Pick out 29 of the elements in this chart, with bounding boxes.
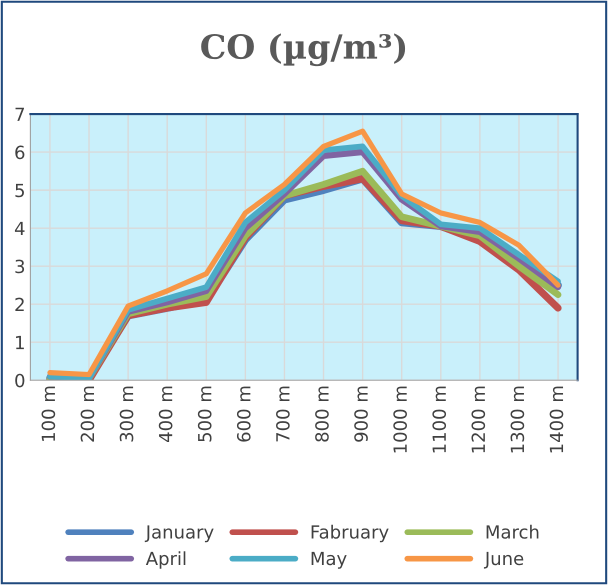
legend-label: April [146,551,186,569]
x-tick-label: 300 m [120,386,134,442]
y-tick-label: 1 [16,336,24,350]
x-tick-label: 500 m [198,386,212,442]
x-tick-label: 1000 m [393,386,407,452]
legend-label: March [486,524,538,539]
y-tick-label: 6 [15,146,24,160]
y-tick-label: 4 [14,222,25,236]
x-tick-label: 800 m [315,386,329,442]
legend-label: May [312,552,347,569]
x-tick-label: 1200 m [471,386,486,452]
chart-title: CO (µg/m³) [201,33,406,66]
x-tick-label: 700 m [276,386,290,442]
x-tick-label: 1300 m [510,386,524,452]
y-tick-label: 3 [15,260,24,274]
y-tick-label: 2 [15,298,24,312]
x-tick-label: 100 m [42,386,56,441]
x-tick-label: 600 m [236,386,251,442]
x-tick-label: 400 m [158,386,172,442]
legend-label: January [144,525,214,542]
y-tick-label: 7 [16,108,24,121]
legend-label: June [484,552,524,569]
y-tick-label: 0 [15,374,24,388]
x-tick-label: 900 m [354,386,368,442]
x-tick-label: 1100 m [432,386,446,452]
x-tick-label: 1400 m [550,386,564,452]
y-tick-label: 5 [15,184,24,198]
x-tick-label: 200 m [80,386,94,442]
legend-label: Fabruary [312,524,389,542]
